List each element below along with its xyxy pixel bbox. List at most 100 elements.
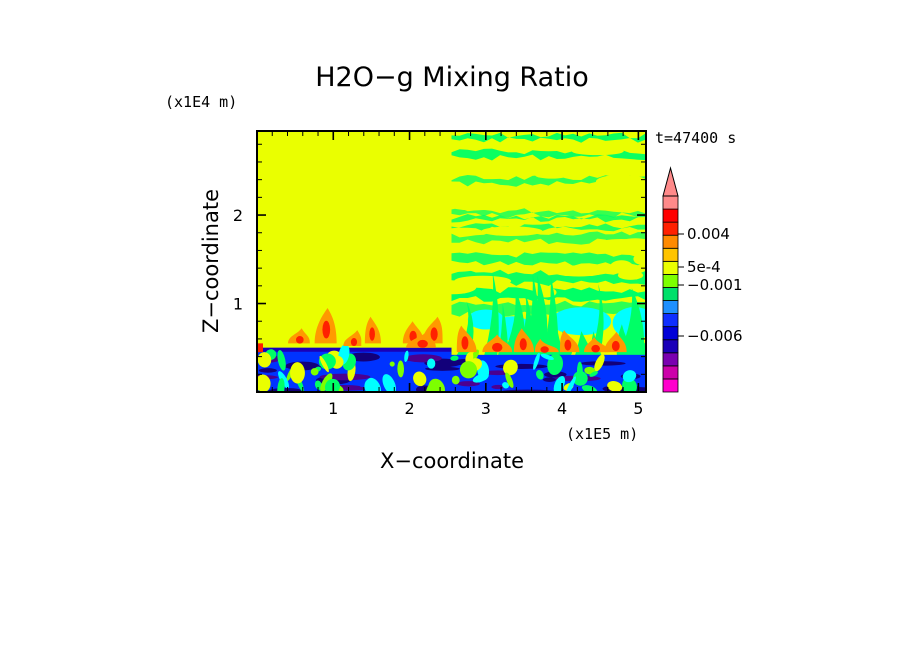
eddy: [540, 353, 554, 361]
colorbar-segment: [662, 326, 679, 341]
edge-strip: [257, 343, 263, 353]
green-streak: [451, 214, 646, 223]
colorbar-segment: [662, 313, 679, 328]
yellow-patch: [534, 171, 569, 179]
eddy: [533, 352, 540, 370]
green-streak: [451, 132, 646, 143]
thermal-plume: [584, 337, 609, 353]
eddy: [427, 358, 436, 369]
x-tick-label: 4: [557, 399, 567, 418]
axis-ticks: 1 2 3 4 5 1 2: [233, 131, 646, 418]
eddy: [277, 378, 285, 392]
eddy: [622, 377, 637, 392]
colorbar-extend-arrow: [662, 166, 679, 197]
green-plume: [587, 283, 604, 362]
dark-streak: [425, 366, 460, 371]
yellow-patch: [609, 260, 634, 274]
x-tick-label: 5: [633, 399, 643, 418]
colorbar-label: 5e-4: [687, 258, 721, 276]
eddy: [428, 378, 446, 392]
eddy: [572, 371, 588, 386]
eddy: [290, 362, 305, 384]
green-plume: [484, 329, 498, 362]
thermal-core: [540, 346, 549, 353]
eddy: [324, 378, 340, 392]
thermal-core: [322, 320, 331, 339]
eddy: [257, 376, 269, 391]
dark-streak: [404, 354, 442, 363]
thermal-core: [591, 344, 600, 353]
eddy: [594, 354, 605, 372]
eddy: [310, 368, 319, 376]
thermal-plume: [406, 331, 436, 348]
eddy: [404, 350, 409, 362]
eddy: [505, 372, 514, 388]
eddy: [450, 355, 459, 361]
thermal-core: [350, 338, 358, 347]
colorbar-segment: [662, 247, 679, 262]
colorbar-segment: [662, 365, 679, 380]
colorbar-segment: [662, 221, 679, 236]
time-label: t=47400 s: [655, 129, 736, 147]
green-streak: [451, 175, 646, 187]
x-tick-label: 3: [481, 399, 491, 418]
dark-streak: [258, 368, 277, 373]
eddy: [607, 381, 623, 392]
yellow-patch: [617, 270, 644, 280]
eddy: [589, 371, 598, 377]
eddy: [320, 373, 333, 392]
cyan-patch: [551, 307, 612, 336]
eddy: [257, 352, 272, 368]
eddy: [277, 350, 286, 371]
colorbar-segment: [662, 195, 679, 210]
colorbar-segment: [662, 260, 679, 275]
yellow-patch: [551, 265, 607, 277]
yellow-patch: [449, 202, 498, 211]
eddy: [319, 355, 329, 373]
colorbar-segment: [662, 273, 679, 288]
colorbar-segment: [662, 352, 679, 367]
y-tick-label: 1: [233, 295, 243, 314]
eddy: [472, 373, 489, 383]
x-unit-label: (x1E5 m): [566, 425, 638, 443]
yellow-patch: [595, 174, 646, 189]
yellow-patch: [496, 201, 513, 208]
eddy: [465, 351, 474, 364]
thermal-core: [611, 340, 620, 352]
chart-title: H2O−g Mixing Ratio: [315, 62, 589, 93]
x-tick-label: 1: [328, 399, 338, 418]
thermal-core: [491, 342, 503, 352]
eddy: [397, 360, 405, 378]
eddy: [503, 359, 518, 376]
x-tick-label: 2: [404, 399, 414, 418]
eddy: [502, 382, 509, 389]
yellow-patch: [463, 279, 489, 288]
heatmap-field: [257, 131, 646, 392]
thermal-core: [430, 327, 438, 341]
y-tick-label: 2: [233, 206, 243, 225]
plot-frame: [256, 130, 647, 393]
yellow-patch: [457, 160, 478, 169]
dark-streak: [457, 381, 480, 387]
eddy: [622, 370, 637, 383]
colorbar-segment: [662, 208, 679, 223]
eddy: [314, 380, 322, 390]
green-streak: [451, 300, 646, 317]
thermal-core: [417, 339, 428, 348]
eddy: [389, 361, 395, 367]
eddy: [459, 361, 478, 379]
colorbar-label: −0.001: [687, 276, 743, 294]
yellow-patch: [481, 166, 505, 172]
thermal-core: [369, 327, 375, 341]
yellow-patch: [481, 226, 543, 236]
y-unit-label: (x1E4 m): [165, 93, 237, 111]
yellow-patch: [633, 253, 646, 265]
eddy: [413, 371, 427, 387]
thermal-core: [519, 338, 527, 351]
colorbar-segment: [662, 378, 679, 393]
colorbar-segment: [662, 339, 679, 354]
eddy: [451, 375, 460, 385]
green-plume: [617, 336, 646, 362]
thermal-plume: [288, 328, 310, 344]
